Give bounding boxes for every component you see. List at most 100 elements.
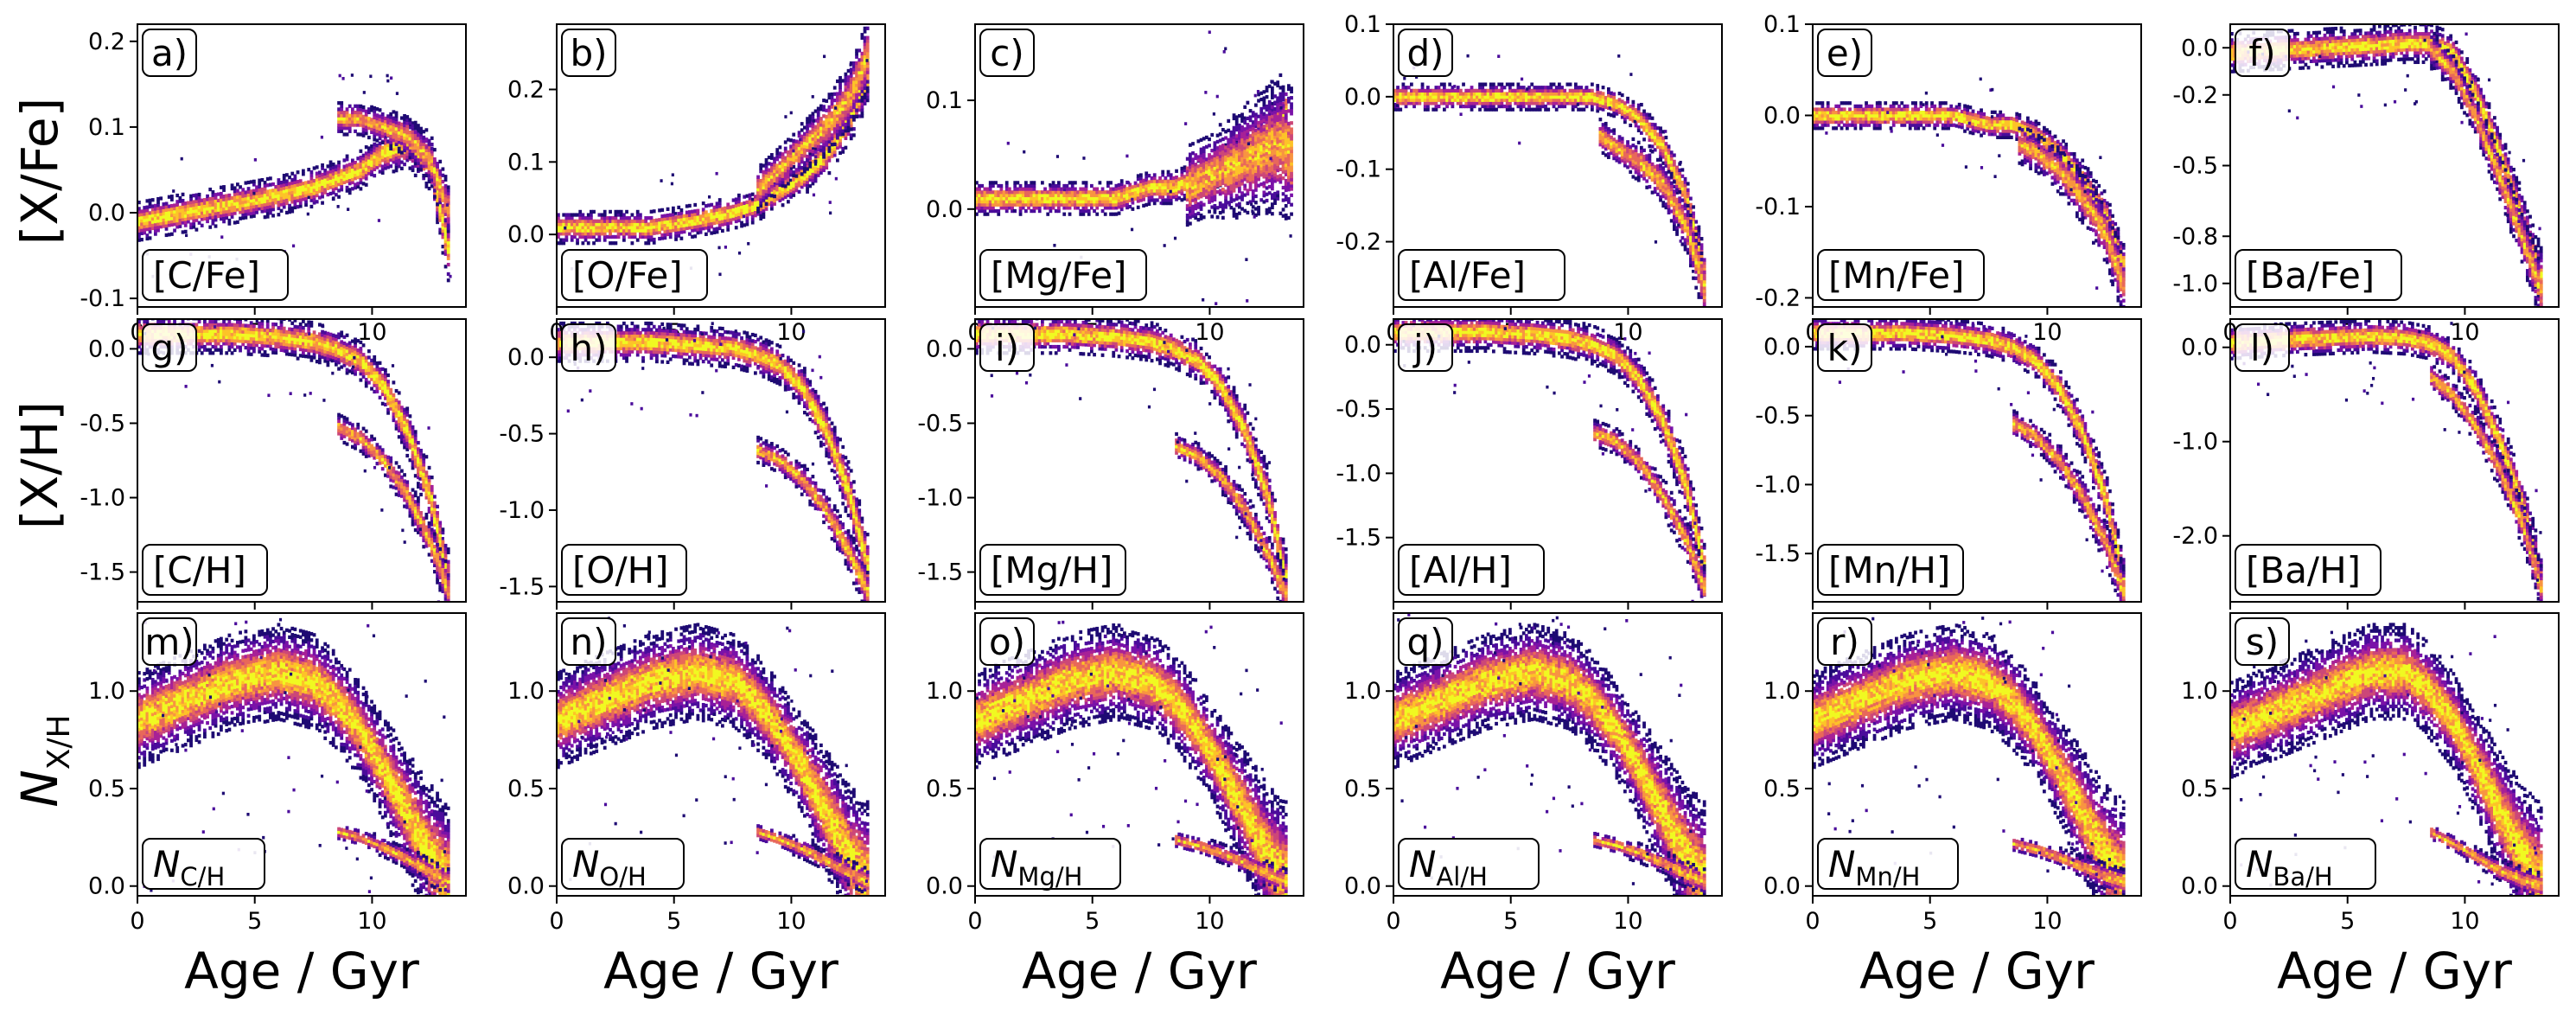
heatmap-cell (192, 209, 196, 214)
heatmap-cell (992, 183, 995, 189)
heatmap-cell (836, 95, 839, 99)
heatmap-cell (1191, 214, 1195, 218)
heatmap-cell (808, 139, 813, 144)
heatmap-cell (1095, 187, 1100, 191)
heatmap-cell (863, 64, 867, 68)
heatmap-cell (1185, 220, 1189, 224)
heatmap-cell (397, 151, 401, 156)
heatmap-cell (384, 147, 387, 151)
heatmap-cell (1074, 206, 1077, 210)
heatmap-cell (674, 227, 678, 232)
row-label-n-subscript: X/H (41, 714, 77, 770)
heatmap-cell (860, 76, 864, 81)
heatmap-cell (386, 126, 390, 131)
heatmap-cell (356, 107, 360, 112)
heatmap-cell (1123, 190, 1126, 195)
heatmap-cell (792, 145, 796, 150)
heatmap-cell (1276, 131, 1280, 135)
heatmap-cell (1084, 206, 1088, 210)
heatmap-cell (1273, 106, 1277, 111)
heatmap-cell (140, 219, 143, 223)
heatmap-cell (693, 202, 698, 208)
heatmap-cell (1024, 196, 1028, 201)
heatmap-cell (364, 176, 368, 181)
heatmap-cell (980, 193, 985, 198)
heatmap-cell (337, 179, 341, 183)
heatmap-cell (668, 228, 673, 233)
heatmap-cell (1202, 152, 1206, 157)
heatmap-cell (666, 207, 670, 211)
heatmap-cell (244, 212, 248, 217)
heatmap-cell (1240, 112, 1244, 117)
heatmap-cell (666, 214, 670, 218)
heatmap-cell (394, 120, 399, 125)
heatmap-cell (386, 146, 390, 150)
heatmap-cell (282, 186, 286, 190)
heatmap-cell (1030, 193, 1034, 198)
heatmap-cell (787, 150, 790, 155)
heatmap-cell (1276, 152, 1280, 157)
heatmap-cell (816, 110, 820, 114)
heatmap-cell (1262, 165, 1266, 169)
heatmap-cell (679, 217, 684, 222)
heatmap-cell (361, 172, 366, 176)
heatmap-cell (1232, 154, 1236, 158)
heatmap-cell (356, 132, 360, 137)
heatmap-cell (1128, 186, 1132, 190)
heatmap-cell (1232, 157, 1236, 162)
heatmap-cell (570, 228, 574, 233)
heatmap-cell (189, 197, 193, 201)
heatmap-cell (187, 216, 190, 220)
heatmap-cell (1259, 157, 1264, 162)
heatmap-cell (239, 207, 242, 211)
heatmap-cells (137, 73, 452, 283)
heatmap-cell (844, 125, 848, 130)
heatmap-cell (359, 113, 363, 118)
heatmap-cell (756, 194, 760, 198)
heatmap-cell (361, 153, 366, 157)
heatmap-cell (827, 118, 832, 122)
heatmap-cell (759, 195, 763, 199)
heatmap-cell (787, 175, 790, 179)
heatmap-cell (600, 232, 604, 236)
heatmap-cell (173, 228, 176, 233)
heatmap-cell (983, 193, 987, 198)
heatmap-cell (222, 220, 226, 224)
heatmap-cell (400, 131, 404, 136)
heatmap-cell (1218, 150, 1222, 156)
heatmap-cell (337, 101, 341, 105)
heatmap-cell (173, 213, 176, 217)
heatmap-cell (1189, 208, 1192, 214)
heatmap-cell (767, 189, 771, 195)
heatmap-cell (819, 138, 823, 143)
heatmap-cell (216, 192, 220, 196)
heatmap-cell (1251, 192, 1255, 196)
heatmap-cell (597, 213, 602, 217)
heatmap-cell (808, 143, 813, 147)
heatmap-cell (400, 166, 404, 170)
heatmap-cell (332, 196, 335, 200)
heatmap-cell (1004, 187, 1009, 191)
heatmap-cell (364, 115, 368, 120)
heatmap-cell (750, 220, 755, 225)
heatmap-cell (819, 168, 823, 172)
heatmap-cell (208, 187, 213, 192)
heatmap-cell (985, 187, 990, 191)
heatmap-cell (767, 155, 771, 160)
heatmap-cell (737, 209, 741, 214)
heatmap-cell (614, 234, 618, 240)
heatmap-cell (375, 162, 379, 167)
heatmap-cell (858, 83, 862, 87)
heatmap-cell (351, 168, 354, 172)
heatmap-cell (1131, 185, 1135, 189)
heatmap-cell (378, 150, 382, 155)
heatmap-cell (721, 210, 724, 214)
heatmap-cell (1205, 144, 1208, 149)
heatmap-cell (356, 184, 360, 189)
panel-frame (556, 23, 886, 308)
heatmap-cell (778, 155, 782, 159)
heatmap-cell (863, 42, 867, 47)
heatmap-cell (1142, 191, 1145, 195)
heatmap-cell (446, 226, 450, 230)
heatmap-cell (1246, 191, 1250, 196)
